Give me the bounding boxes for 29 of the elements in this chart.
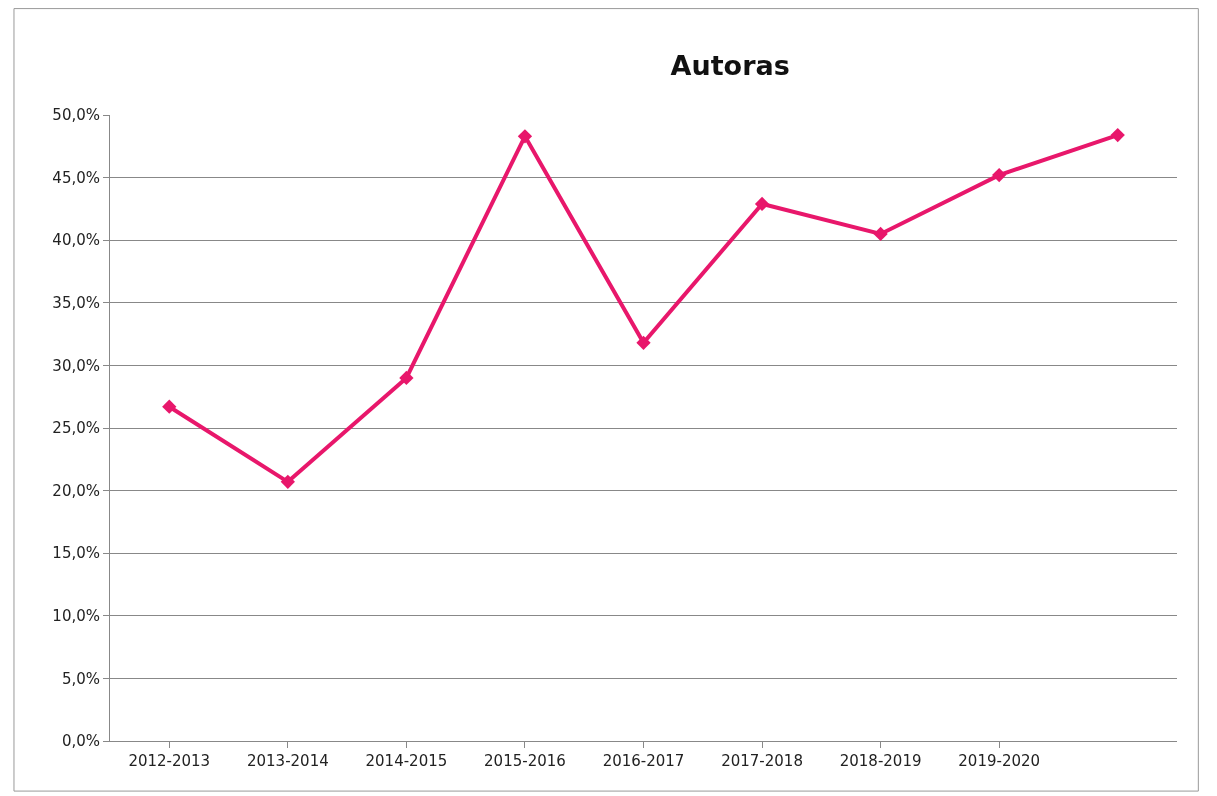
x-tick-label: 2016-2017 (602, 752, 685, 770)
y-tick-label: 20,0% (52, 481, 100, 500)
point (517, 129, 533, 144)
point (280, 474, 295, 489)
x-tick-label: 2015-2016 (484, 752, 566, 770)
y-tick-label: 10,0% (52, 607, 100, 626)
y-tick-label: 35,0% (52, 294, 100, 313)
y-tick-label: 45,0% (52, 168, 100, 187)
y-tick-label: 15,0% (52, 544, 100, 563)
point (1110, 127, 1125, 143)
y-tick-label: 40,0% (52, 231, 100, 250)
point (873, 226, 888, 242)
x-tick-label: 2012-2013 (128, 752, 211, 770)
chart-title: Autoras (670, 49, 790, 81)
point (399, 370, 414, 386)
x-tick-label: 2019-2020 (958, 752, 1041, 770)
point (754, 196, 770, 212)
point (992, 167, 1007, 183)
x-tick-label: 2018-2019 (839, 752, 922, 770)
y-tick-label: 30,0% (52, 356, 100, 375)
point (162, 399, 177, 414)
x-tick-label: 2013-2014 (246, 752, 329, 770)
y-tick-label: 25,0% (52, 419, 100, 438)
y-tick-label: 50,0% (52, 106, 100, 125)
point (636, 335, 651, 351)
y-tick-label: 5,0% (61, 669, 100, 688)
x-tick-label: 2014-2015 (365, 752, 448, 770)
y-tick-label: 0,0% (61, 732, 100, 751)
x-tick-label: 2017-2018 (721, 752, 803, 770)
